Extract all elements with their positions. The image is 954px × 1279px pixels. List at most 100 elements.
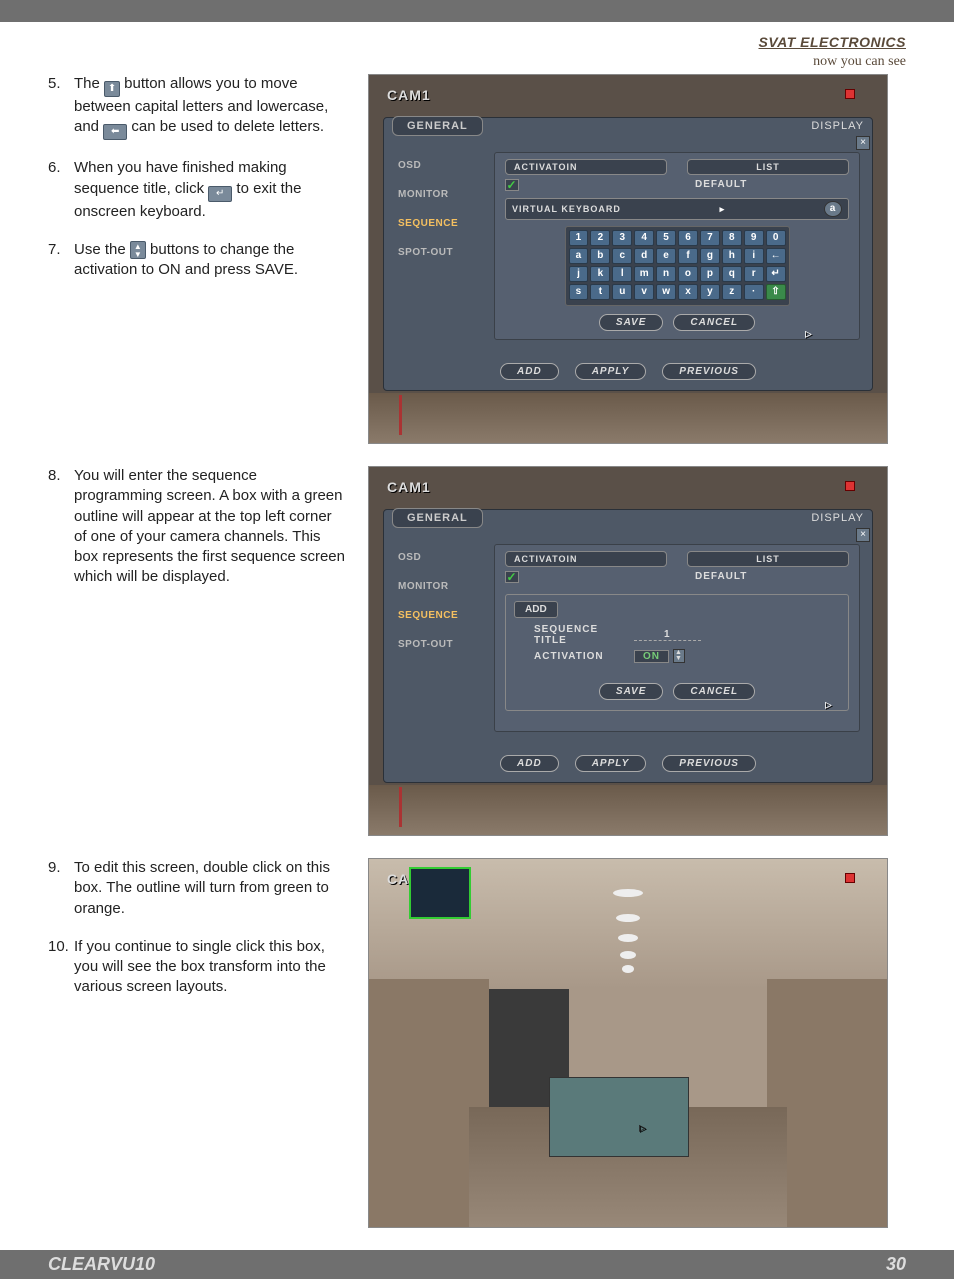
list-value-2: DEFAULT: [695, 571, 849, 582]
cam-label-2: CAM1: [387, 479, 431, 495]
sequence-title-value[interactable]: 1: [634, 629, 701, 641]
spinner-icon[interactable]: ▲▼: [673, 649, 685, 663]
key-m[interactable]: m: [634, 266, 654, 282]
list-header-2: LIST: [687, 551, 849, 567]
add-dialog-header: ADD: [514, 601, 558, 618]
previous-button[interactable]: PREVIOUS: [662, 363, 756, 380]
cursor-icon: ▹: [805, 325, 812, 342]
key-i[interactable]: i: [744, 248, 764, 264]
instruction-7: 7. Use the ▲▼ buttons to change the acti…: [48, 240, 348, 281]
key-v[interactable]: v: [634, 284, 654, 300]
key-f[interactable]: f: [678, 248, 698, 264]
screenshot-virtual-keyboard: CAM1 GENERAL DISPLAY × OSD MONITOR SEQUE…: [368, 74, 888, 444]
cursor-icon-2: ▹: [825, 696, 832, 713]
key-1[interactable]: 1: [569, 230, 589, 246]
menu-osd[interactable]: OSD: [398, 160, 488, 171]
key-·[interactable]: ·: [744, 284, 764, 300]
menu-sequence-2[interactable]: SEQUENCE: [398, 610, 488, 621]
add-button-2[interactable]: ADD: [500, 755, 559, 772]
key-b[interactable]: b: [590, 248, 610, 264]
backspace-icon: ⬅: [103, 124, 127, 140]
rec-indicator: [845, 89, 855, 99]
menu-monitor[interactable]: MONITOR: [398, 189, 488, 200]
key-0[interactable]: 0: [766, 230, 786, 246]
key-n[interactable]: n: [656, 266, 676, 282]
footer-model: CLEARVU10: [48, 1254, 155, 1275]
activation-value[interactable]: ON: [634, 650, 669, 663]
sequence-title-label: SEQUENCE TITLE: [514, 624, 634, 646]
rec-indicator-3: [845, 873, 855, 883]
key-s[interactable]: s: [569, 284, 589, 300]
close-icon[interactable]: ×: [856, 136, 870, 150]
key-7[interactable]: 7: [700, 230, 720, 246]
save-button[interactable]: SAVE: [599, 314, 664, 331]
settings-panel: GENERAL DISPLAY × OSD MONITOR SEQUENCE S…: [383, 117, 873, 391]
menu-spotout[interactable]: SPOT-OUT: [398, 247, 488, 258]
activation-header: ACTIVATOIN: [505, 159, 667, 175]
ceiling-light-icon: [613, 889, 643, 897]
key-8[interactable]: 8: [722, 230, 742, 246]
key-3[interactable]: 3: [612, 230, 632, 246]
key-y[interactable]: y: [700, 284, 720, 300]
key-6[interactable]: 6: [678, 230, 698, 246]
activation-checkbox-2[interactable]: ✓: [505, 571, 519, 583]
menu-osd-2[interactable]: OSD: [398, 552, 488, 563]
key-p[interactable]: p: [700, 266, 720, 282]
key-q[interactable]: q: [722, 266, 742, 282]
add-button[interactable]: ADD: [500, 363, 559, 380]
key-9[interactable]: 9: [744, 230, 764, 246]
key-l[interactable]: l: [612, 266, 632, 282]
apply-button[interactable]: APPLY: [575, 363, 647, 380]
tab-display-2[interactable]: DISPLAY: [811, 512, 864, 524]
key-⇧[interactable]: ⇧: [766, 284, 786, 300]
key-d[interactable]: d: [634, 248, 654, 264]
sequence-box[interactable]: [409, 867, 471, 919]
brand-name: SVAT ELECTRONICS: [759, 34, 907, 50]
virtual-keyboard: 1234567890 abcdefghi← jklmnopqr↵ stuvwxy…: [565, 226, 790, 306]
key-z[interactable]: z: [722, 284, 742, 300]
key-j[interactable]: j: [569, 266, 589, 282]
key-↵[interactable]: ↵: [766, 266, 786, 282]
menu-monitor-2[interactable]: MONITOR: [398, 581, 488, 592]
close-icon-2[interactable]: ×: [856, 528, 870, 542]
key-5[interactable]: 5: [656, 230, 676, 246]
key-4[interactable]: 4: [634, 230, 654, 246]
cancel-button[interactable]: CANCEL: [673, 314, 755, 331]
tab-display[interactable]: DISPLAY: [811, 120, 864, 132]
brand-tagline: now you can see: [813, 54, 906, 69]
key-k[interactable]: k: [590, 266, 610, 282]
key-g[interactable]: g: [700, 248, 720, 264]
key-2[interactable]: 2: [590, 230, 610, 246]
save-button-2[interactable]: SAVE: [599, 683, 664, 700]
key-←[interactable]: ←: [766, 248, 786, 264]
key-t[interactable]: t: [590, 284, 610, 300]
activation-checkbox[interactable]: ✓: [505, 179, 519, 191]
instruction-10: 10. If you continue to single click this…: [48, 937, 348, 998]
instruction-8: 8. You will enter the sequence programmi…: [48, 466, 348, 588]
tab-general-2[interactable]: GENERAL: [392, 508, 483, 528]
tab-general[interactable]: GENERAL: [392, 116, 483, 136]
key-a[interactable]: a: [569, 248, 589, 264]
key-h[interactable]: h: [722, 248, 742, 264]
rec-indicator-2: [845, 481, 855, 491]
key-o[interactable]: o: [678, 266, 698, 282]
vk-header: VIRTUAL KEYBOARD ▸ a: [505, 198, 849, 220]
instruction-6: 6. When you have finished making sequenc…: [48, 158, 348, 222]
key-u[interactable]: u: [612, 284, 632, 300]
key-w[interactable]: w: [656, 284, 676, 300]
key-r[interactable]: r: [744, 266, 764, 282]
screenshot-add-sequence: CAM1 GENERAL DISPLAY × OSD MONITOR SEQUE…: [368, 466, 888, 836]
cancel-button-2[interactable]: CANCEL: [673, 683, 755, 700]
content-area-2: ACTIVATOIN ✓ LIST DEFAULT ADD SEQUEN: [494, 544, 860, 732]
menu-spotout-2[interactable]: SPOT-OUT: [398, 639, 488, 650]
apply-button-2[interactable]: APPLY: [575, 755, 647, 772]
updown-icon: ▲▼: [130, 241, 146, 259]
key-e[interactable]: e: [656, 248, 676, 264]
previous-button-2[interactable]: PREVIOUS: [662, 755, 756, 772]
cam-label: CAM1: [387, 87, 431, 103]
menu-sequence[interactable]: SEQUENCE: [398, 218, 488, 229]
key-c[interactable]: c: [612, 248, 632, 264]
list-header: LIST: [687, 159, 849, 175]
key-x[interactable]: x: [678, 284, 698, 300]
page-footer: CLEARVU10 30: [0, 1250, 954, 1279]
